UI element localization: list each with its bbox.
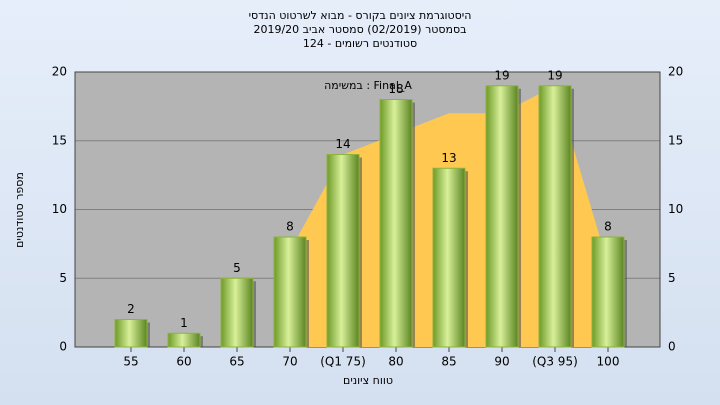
x-tick-label: (Q3 95) [532,355,578,369]
value-label: 1 [180,316,188,330]
bar [485,85,519,348]
value-label: 5 [233,261,241,275]
value-label: 8 [604,220,612,234]
y-tick-label: 0 [59,340,67,354]
x-axis-label: טווח ציונים [343,374,393,387]
y-tick-label: 15 [52,133,67,147]
x-tick-label: 60 [176,355,191,369]
x-tick-label: 100 [597,355,620,369]
bar [432,167,466,348]
title-line: סטודנטים רשומים - 124 [303,37,417,50]
y-tick-label: 20 [52,65,67,79]
x-tick-label: 55 [123,355,138,369]
y-axis-label: מספר סטודנטים [13,172,26,248]
value-label: 2 [127,302,135,316]
y2-tick-label: 15 [668,133,683,147]
value-label: 18 [388,82,403,96]
bar [220,277,254,348]
title-line: היסטוגרמת ציונים בקורס - מבוא לשרטוט הנד… [249,9,472,22]
value-label: 14 [335,137,350,151]
bar [538,85,572,348]
x-tick-label: 85 [441,355,456,369]
bar [379,99,413,348]
x-tick-label: 65 [229,355,244,369]
x-tick-label: 80 [388,355,403,369]
y-tick-label: 10 [52,202,67,216]
x-tick-label: 90 [494,355,509,369]
title-line: בסמסטר (02/2019) סמסטר אביב 2019/20 [253,23,466,36]
bar [273,236,307,348]
value-label: 19 [494,68,509,82]
x-tick-label: 70 [282,355,297,369]
y2-tick-label: 10 [668,202,683,216]
annotation: במשימה : Final_A [324,79,412,92]
x-tick-label: (Q1 75) [320,355,366,369]
y-tick-label: 5 [59,271,67,285]
bar [167,332,201,348]
bar [591,236,625,348]
y2-tick-label: 0 [668,340,676,354]
value-label: 19 [547,68,562,82]
bar [326,154,360,348]
y2-tick-label: 20 [668,65,683,79]
bar [114,319,148,348]
value-label: 13 [441,151,456,165]
y2-tick-label: 5 [668,271,676,285]
value-label: 8 [286,220,294,234]
